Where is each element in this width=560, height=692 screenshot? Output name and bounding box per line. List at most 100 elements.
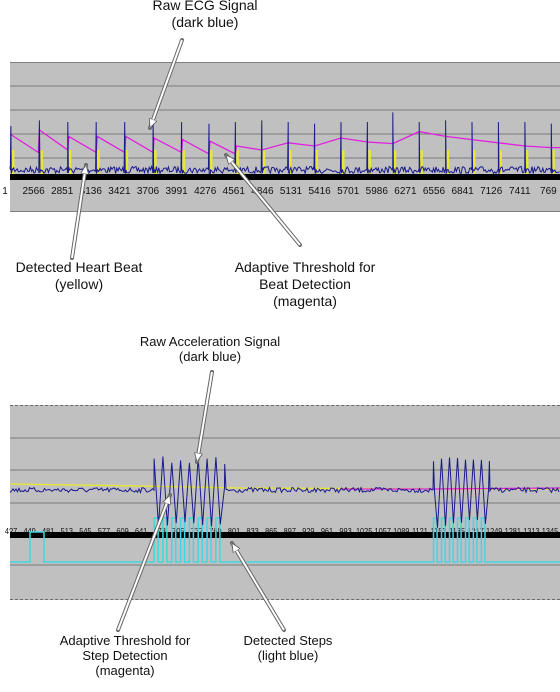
ecg-chart-panel: [10, 62, 560, 212]
adaptive-step-title-1: Adaptive Threshold for: [59, 633, 191, 648]
heartbeat-marker: [393, 150, 397, 174]
acc-raw-title: Raw Acceleration Signal: [139, 334, 281, 349]
heartbeat-marker: [209, 150, 213, 174]
acc-tick-label: 833: [246, 527, 259, 536]
ecg-tick-label: 5416: [308, 186, 331, 197]
ecg-tick-label: 6556: [422, 186, 446, 197]
ecg-raw-label: Raw ECG Signal (dark blue): [130, 0, 280, 31]
heartbeat-marker: [446, 150, 450, 174]
acc-tick-label: 993: [339, 527, 352, 536]
ecg-tick-label: 1: [2, 186, 8, 197]
acc-tick-label: 1089: [393, 527, 410, 536]
arrow-steps-inner: [231, 543, 285, 631]
acc-tick-label: 609: [116, 527, 129, 536]
ecg-tick-label: 2851: [51, 186, 74, 197]
heartbeat-marker: [262, 150, 266, 174]
adaptive-step-label: Adaptive Threshold for Step Detection (m…: [45, 633, 205, 678]
acc-tick-label: 1281: [504, 527, 521, 536]
adaptive-step-color: (magenta): [95, 663, 155, 678]
ecg-tick-label: 769: [540, 186, 557, 197]
acc-tick-label: 929: [302, 527, 315, 536]
ecg-tick-label: 3991: [165, 186, 188, 197]
heartbeat-label: Detected Heart Beat (yellow): [4, 259, 154, 293]
heartbeat-marker: [420, 150, 423, 174]
acc-raw-label: Raw Acceleration Signal (dark blue): [125, 334, 295, 364]
steps-title: Detected Steps: [243, 633, 333, 648]
ecg-tick-label: 6841: [451, 186, 474, 197]
acc-tick-label: 1121: [411, 527, 428, 536]
heartbeat-marker: [68, 150, 72, 174]
acc-tick-label: 705: [172, 527, 185, 536]
ecg-tick-label: 7126: [480, 186, 503, 197]
acc-tick-label: 513: [60, 527, 73, 536]
adaptive-beat-label: Adaptive Threshold for Beat Detection (m…: [215, 259, 395, 310]
acc-tick-label: 1345: [541, 527, 559, 536]
acc-tick-label: 481: [42, 527, 55, 536]
acc-tick-label: 1313: [523, 527, 540, 536]
ecg-tick-label: 3136: [79, 186, 102, 197]
acc-tick-label: 1057: [374, 527, 391, 536]
heartbeat-marker: [97, 150, 100, 174]
heartbeat-title: Detected Heart Beat: [15, 259, 143, 275]
ecg-tick-label: 4846: [251, 186, 274, 197]
steps-label: Detected Steps (light blue): [228, 633, 348, 663]
ecg-plot: [9, 85, 560, 180]
acc-tick-label: 673: [153, 527, 166, 536]
acc-baseline: [10, 532, 560, 538]
heartbeat-marker: [525, 150, 529, 174]
adaptive-beat-color: (magenta): [273, 293, 337, 309]
acc-tick-label: 1025: [355, 527, 373, 536]
adaptive-beat-title-1: Adaptive Threshold for: [234, 259, 376, 275]
detected-steps-line: [10, 517, 560, 563]
ecg-tick-label: 5131: [279, 186, 303, 197]
acc-tick-label: 1153: [430, 527, 447, 536]
heartbeat-marker: [289, 150, 292, 174]
adaptive-step-title-2: Step Detection: [82, 648, 168, 663]
acc-tick-label: 801: [227, 527, 241, 536]
heartbeat-marker: [473, 150, 476, 174]
arrow-adaptive-step-inner: [117, 495, 171, 631]
arrow-adaptive-beat-inner: [225, 155, 301, 246]
ecg-tick-label: 3421: [108, 186, 131, 197]
ecg-baseline: [10, 174, 560, 180]
ecg-tick-label: 5986: [365, 186, 388, 197]
arrow-ecg-raw-inner: [150, 39, 183, 128]
arrow-heartbeat-inner: [71, 165, 86, 259]
acc-tick-label: 1249: [486, 527, 503, 536]
heartbeat-marker: [342, 150, 345, 174]
acc-tick-label: 961: [320, 527, 334, 536]
ecg-tick-label: 7411: [509, 186, 531, 197]
steps-color: (light blue): [257, 648, 319, 663]
heartbeat-marker: [154, 150, 157, 174]
heartbeat-marker: [182, 150, 186, 174]
ecg-tick-label: 2566: [22, 186, 45, 197]
acc-tick-label: 545: [79, 527, 92, 536]
heartbeat-marker: [11, 150, 15, 174]
acc-tick-label: 641: [134, 527, 148, 536]
heartbeat-marker: [552, 150, 555, 174]
ecg-tick-label: 3706: [136, 186, 160, 197]
ecg-tick-label: 4276: [194, 186, 217, 197]
acc-raw-color: (dark blue): [178, 349, 242, 364]
acc-tick-label: 577: [97, 527, 111, 536]
ecg-tick-label: 6271: [394, 186, 417, 197]
ecg-tick-label: 5701: [337, 186, 360, 197]
ecg-threshold-line: [9, 128, 560, 156]
adaptive-beat-title-2: Beat Detection: [259, 276, 351, 292]
heartbeat-marker: [40, 150, 43, 174]
ecg-raw-signal: [9, 112, 560, 176]
heartbeat-marker: [236, 150, 239, 174]
ecg-tick-label: 4561: [222, 186, 245, 197]
acc-tick-label: 4?7: [4, 527, 18, 536]
heartbeat-marker: [315, 150, 319, 174]
heartbeat-marker: [499, 150, 502, 174]
annotation-arrows: [70, 38, 302, 632]
heartbeat-marker: [125, 150, 129, 174]
heartbeat-marker: [368, 150, 371, 174]
acc-tick-label: 897: [283, 527, 296, 536]
heartbeat-color: (yellow): [54, 276, 104, 292]
ecg-raw-title: Raw ECG Signal: [152, 0, 258, 13]
ecg-raw-color: (dark blue): [171, 14, 239, 30]
acc-tick-label: 1217: [467, 527, 484, 536]
